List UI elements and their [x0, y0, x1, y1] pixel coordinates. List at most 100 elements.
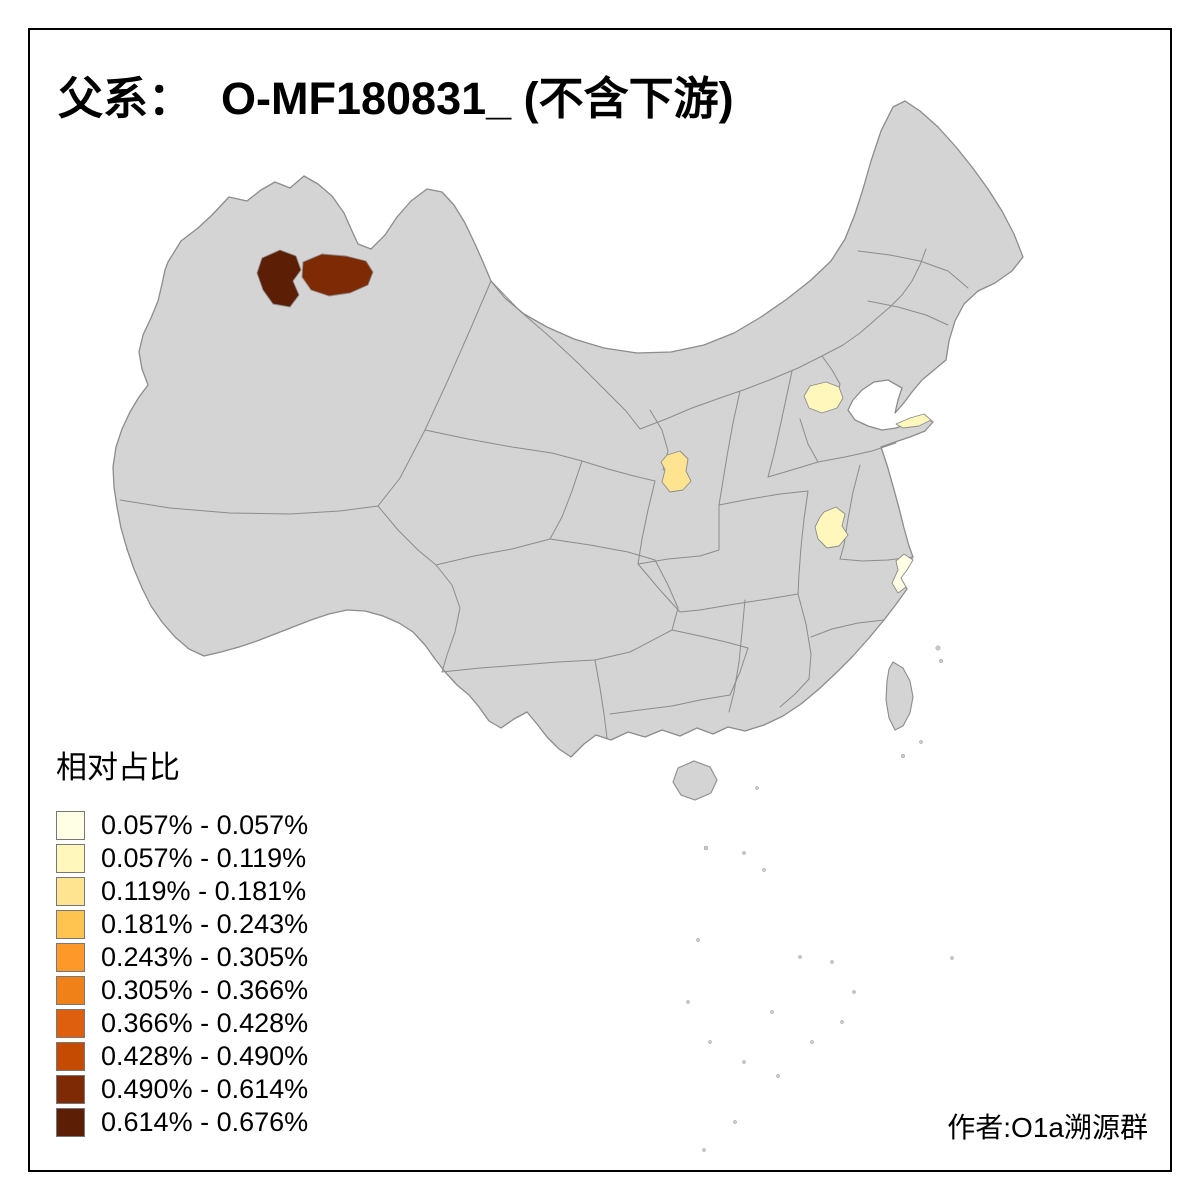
province-boundary: [699, 593, 799, 611]
legend-label: 0.057% - 0.119%: [101, 843, 307, 873]
islet: [696, 938, 700, 942]
legend-row: 0.119% - 0.181%: [56, 875, 308, 908]
islet: [798, 955, 802, 959]
legend-swatch: [56, 976, 85, 1005]
legend-label: 0.366% - 0.428%: [101, 1008, 309, 1038]
province-boundary: [839, 464, 861, 560]
islet: [810, 1040, 814, 1044]
province-boundary: [581, 460, 656, 482]
islet: [733, 1120, 737, 1124]
province-boundary: [637, 563, 701, 613]
legend-swatch: [56, 1042, 85, 1071]
legend-row: 0.490% - 0.614%: [56, 1073, 308, 1106]
province-boundary: [671, 629, 749, 649]
province-boundary: [728, 599, 746, 713]
legend: 相对占比 0.057% - 0.057% 0.057% - 0.119% 0.1…: [56, 742, 308, 1139]
legend-swatch: [56, 1108, 85, 1137]
islet: [950, 956, 954, 960]
province-boundary: [767, 370, 793, 478]
legend-row: 0.057% - 0.057%: [56, 809, 308, 842]
legend-swatch: [56, 943, 85, 972]
region-central-anhui: [814, 506, 849, 549]
province-boundary: [797, 593, 812, 680]
legend-label: 0.428% - 0.490%: [101, 1041, 309, 1071]
province-boundary: [654, 559, 679, 631]
islet: [852, 990, 856, 994]
province-boundary: [857, 250, 969, 289]
legend-label: 0.490% - 0.614%: [101, 1074, 309, 1104]
legend-swatch: [56, 1009, 85, 1038]
region-shandong-peninsula-coast: [895, 413, 932, 429]
region-shanghai-zhejiang-coast: [891, 553, 914, 594]
province-boundary: [718, 490, 809, 506]
legend-row: 0.243% - 0.305%: [56, 941, 308, 974]
province-boundary: [779, 678, 810, 708]
province-boundary: [810, 619, 885, 638]
province-boundary: [441, 629, 673, 673]
province-boundary: [639, 344, 844, 430]
legend-label: 0.614% - 0.676%: [101, 1107, 309, 1137]
islet: [919, 740, 923, 744]
province-boundary: [718, 390, 741, 506]
province-boundary: [867, 300, 949, 326]
title-haplogroup: O-MF180831_ (不含下游): [221, 73, 734, 124]
province-boundaries: [119, 248, 969, 739]
legend-title: 相对占比: [56, 750, 180, 785]
highlighted-regions: [256, 249, 932, 594]
province-boundary: [119, 499, 379, 515]
legend-swatch: [56, 811, 85, 840]
province-boundary: [549, 538, 656, 561]
region-north-xinjiang-west: [256, 249, 302, 308]
islet: [935, 645, 941, 651]
province-boundary: [729, 647, 749, 696]
province-boundary: [377, 505, 461, 673]
province-boundary: [842, 248, 927, 346]
legend-swatch: [56, 910, 85, 939]
province-boundary: [424, 429, 583, 462]
islet: [708, 1040, 712, 1044]
author-credit: 作者:O1a溯源群: [947, 1112, 1148, 1143]
islet: [830, 960, 834, 964]
province-boundary: [490, 280, 641, 430]
china-mainland-outline: [112, 100, 1024, 758]
legend-swatch: [56, 877, 85, 906]
province-boundary: [817, 442, 897, 463]
legend-label: 0.243% - 0.305%: [101, 942, 309, 972]
legend-label: 0.057% - 0.057%: [101, 810, 309, 840]
province-boundary: [799, 418, 819, 463]
legend-swatch: [56, 1075, 85, 1104]
islet: [703, 845, 709, 851]
legend-swatch: [56, 844, 85, 873]
province-boundary: [594, 659, 608, 739]
taiwan-island: [885, 661, 914, 731]
islet: [770, 1010, 774, 1014]
hainan-island: [672, 760, 718, 801]
region-central-shaanxi: [660, 450, 692, 493]
title-prefix: 父系：: [58, 73, 194, 124]
province-boundary: [377, 280, 492, 507]
islet: [938, 658, 944, 664]
islet: [840, 1020, 844, 1024]
legend-label: 0.181% - 0.243%: [101, 909, 309, 939]
islet: [900, 753, 906, 759]
province-boundary: [767, 461, 819, 478]
region-northwest-shandong: [803, 381, 844, 414]
region-north-xinjiang-east: [301, 253, 374, 297]
islet: [755, 786, 759, 790]
islet: [686, 1000, 690, 1004]
legend-row: 0.614% - 0.676%: [56, 1106, 308, 1139]
legend-row: 0.057% - 0.119%: [56, 842, 308, 875]
page-title: 父系： O-MF180831_ (不含下游): [58, 62, 734, 127]
province-boundary: [609, 694, 731, 715]
province-boundary: [549, 460, 583, 540]
small-islands: [686, 645, 954, 1152]
islet: [702, 1148, 706, 1152]
islet: [742, 851, 746, 855]
islet: [776, 1074, 780, 1078]
legend-label: 0.305% - 0.366%: [101, 975, 309, 1005]
legend-row: 0.366% - 0.428%: [56, 1007, 308, 1040]
province-boundary: [637, 480, 656, 565]
legend-label: 0.119% - 0.181%: [101, 876, 307, 906]
